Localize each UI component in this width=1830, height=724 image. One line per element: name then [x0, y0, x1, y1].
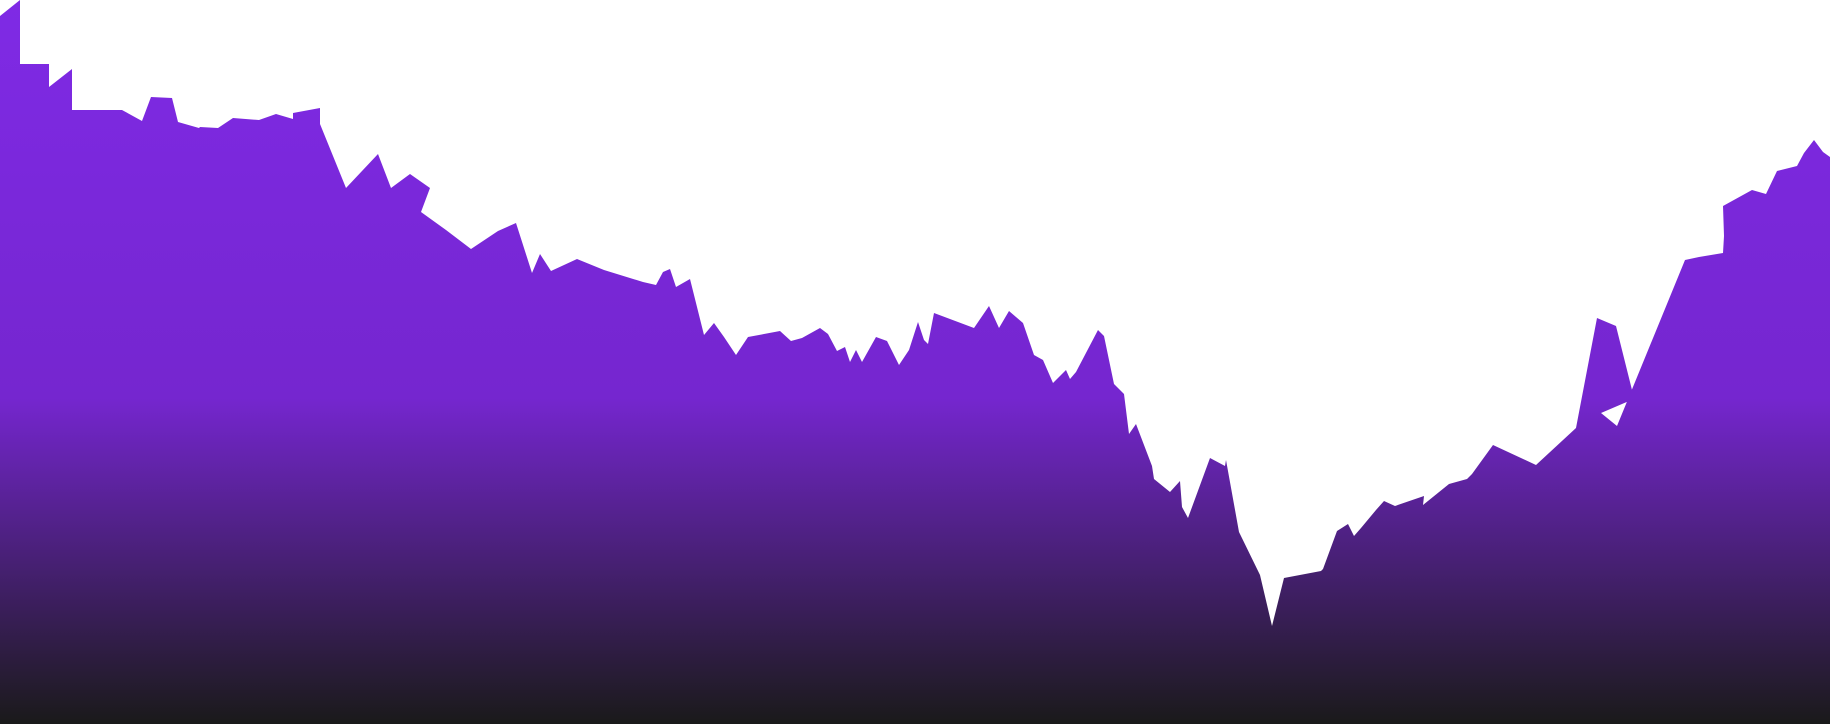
area-series	[0, 0, 1830, 724]
area-chart	[0, 0, 1830, 724]
chart-canvas	[0, 0, 1830, 724]
